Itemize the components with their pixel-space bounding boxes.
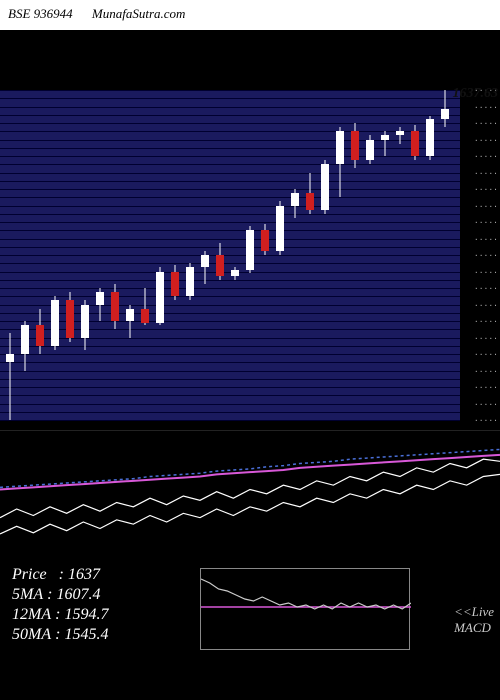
candle bbox=[186, 30, 194, 430]
candle bbox=[81, 30, 89, 430]
candle bbox=[441, 30, 449, 430]
candle bbox=[396, 30, 404, 430]
candle bbox=[231, 30, 239, 430]
macd-lines bbox=[0, 431, 500, 561]
candle bbox=[351, 30, 359, 430]
candle bbox=[291, 30, 299, 430]
ma12-label: 12MA bbox=[12, 606, 51, 623]
candle bbox=[96, 30, 104, 430]
live-label-1: <<Live bbox=[454, 604, 494, 619]
ma5-label: 5MA bbox=[12, 586, 43, 603]
candle bbox=[36, 30, 44, 430]
ma12-value: 1594.7 bbox=[64, 606, 108, 623]
candle bbox=[366, 30, 374, 430]
candle bbox=[6, 30, 14, 430]
candle bbox=[336, 30, 344, 430]
chart-header: BSE 936944 MunafaSutra.com bbox=[0, 0, 500, 30]
mini-macd-box bbox=[200, 568, 410, 650]
candle bbox=[21, 30, 29, 430]
candle bbox=[261, 30, 269, 430]
candle bbox=[51, 30, 59, 430]
candle bbox=[426, 30, 434, 430]
site-label: MunafaSutra.com bbox=[92, 6, 186, 21]
info-panel: Price : 1637 5MA : 1607.4 12MA : 1594.7 … bbox=[0, 560, 500, 700]
candle bbox=[246, 30, 254, 430]
price-value: 1637 bbox=[68, 566, 100, 583]
candle bbox=[306, 30, 314, 430]
mini-macd-lines bbox=[201, 569, 411, 651]
exchange-label: BSE 936944 bbox=[8, 6, 73, 21]
candle bbox=[201, 30, 209, 430]
ma5-value: 1607.4 bbox=[56, 586, 100, 603]
candle bbox=[381, 30, 389, 430]
live-macd-label: <<Live MACD bbox=[454, 604, 494, 636]
candlestick-panel: ········································… bbox=[0, 30, 500, 430]
candle bbox=[321, 30, 329, 430]
candle bbox=[411, 30, 419, 430]
last-price-tag: 1637.63 bbox=[453, 86, 499, 102]
candle bbox=[66, 30, 74, 430]
candle bbox=[156, 30, 164, 430]
candle bbox=[276, 30, 284, 430]
ma50-value: 1545.4 bbox=[64, 626, 108, 643]
candle bbox=[216, 30, 224, 430]
macd-panel bbox=[0, 430, 500, 560]
price-label: Price bbox=[12, 566, 47, 583]
candle bbox=[171, 30, 179, 430]
live-label-2: MACD bbox=[454, 620, 491, 635]
candle bbox=[126, 30, 134, 430]
candle bbox=[141, 30, 149, 430]
ma50-label: 50MA bbox=[12, 626, 51, 643]
candle bbox=[111, 30, 119, 430]
